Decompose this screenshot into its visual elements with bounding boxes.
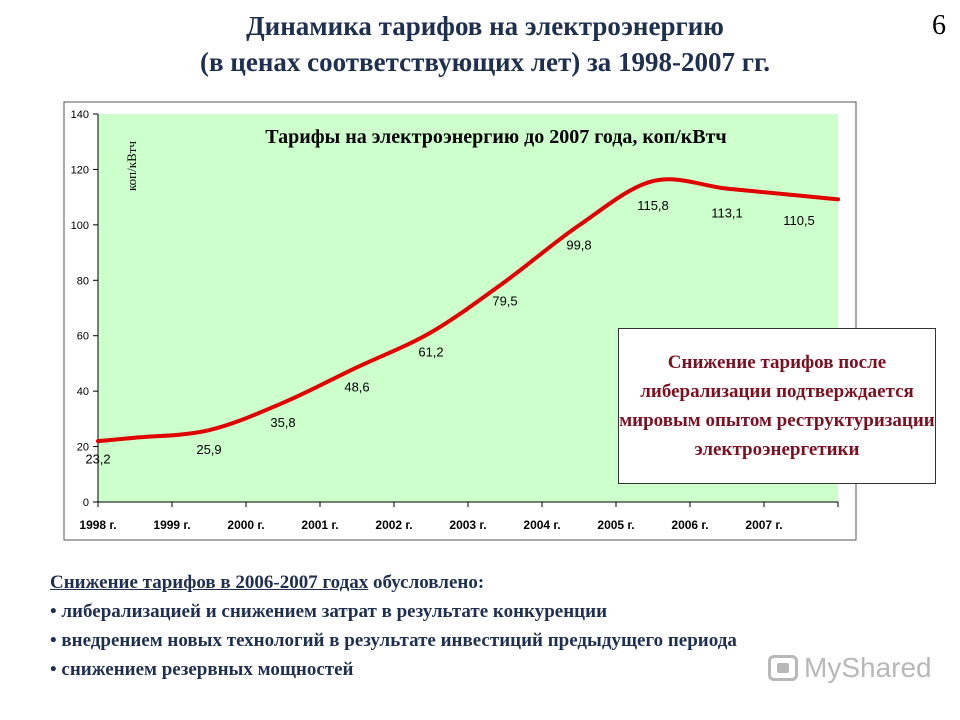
data-label: 48,6	[344, 379, 369, 394]
y-tick-label: 0	[83, 497, 89, 509]
y-tick-label: 120	[71, 164, 89, 176]
data-label: 113,1	[711, 206, 743, 221]
notes-item: • снижением резервных мощностей	[50, 659, 354, 680]
x-tick-label: 2004 г.	[523, 518, 560, 532]
y-tick-label: 100	[71, 220, 89, 232]
projector-screen-icon	[768, 655, 798, 681]
notes-heading-rest: обусловлено:	[368, 572, 485, 593]
y-axis-label: коп/кВтч	[124, 141, 139, 191]
data-label: 23,2	[85, 452, 110, 467]
y-tick-label: 20	[77, 442, 89, 454]
notes-heading-underlined: Снижение тарифов в 2006-2007 годах	[50, 572, 369, 593]
y-tick-label: 60	[77, 331, 89, 343]
data-label: 110,5	[783, 213, 815, 228]
y-axis-ticks: 0 20 40 60 80 100 120 140	[71, 109, 98, 509]
x-axis-ticks: 1998 г. 1999 г. 2000 г. 2001 г. 2002 г. 2003 …	[79, 502, 839, 532]
y-tick-label: 80	[77, 275, 89, 287]
data-label: 25,9	[196, 442, 221, 457]
x-tick-label: 2002 г.	[375, 518, 412, 532]
x-tick-label: 1998 г.	[79, 518, 116, 532]
x-tick-label: 2007 г.	[745, 518, 782, 532]
tariff-series-line	[96, 177, 840, 444]
watermark: MyShared	[768, 652, 932, 684]
data-label: 35,8	[270, 415, 295, 430]
slide-title: Динамика тарифов на электроэнергию (в це…	[120, 8, 850, 80]
x-tick-label: 2001 г.	[301, 518, 338, 532]
notes-item: • либерализацией и снижением затрат в ре…	[50, 601, 608, 622]
callout-text: Снижение тарифов после либерализации под…	[619, 352, 935, 460]
x-tick-label: 2003 г.	[449, 518, 486, 532]
data-label: 99,8	[566, 237, 591, 252]
slide-title-line1: Динамика тарифов на электроэнергию	[246, 11, 724, 41]
slide-title-line2: (в ценах соответствующих лет) за 1998-20…	[199, 47, 771, 77]
data-label: 79,5	[492, 294, 517, 309]
x-tick-label: 2000 г.	[227, 518, 264, 532]
liberalization-callout: Снижение тарифов после либерализации под…	[618, 328, 936, 484]
x-tick-label: 2006 г.	[671, 518, 708, 532]
data-label: 115,8	[637, 198, 669, 213]
x-tick-label: 2005 г.	[597, 518, 634, 532]
page-number: 6	[932, 10, 946, 41]
data-labels: 23,2 25,9 35,8 48,6 61,2 79,5 99,8 115,8 113,1 11…	[85, 198, 814, 467]
chart-title: Тарифы на электроэнергию до 2007 года, к…	[265, 126, 726, 148]
notes-item: • внедрением новых технологий в результа…	[50, 630, 737, 651]
data-label: 61,2	[418, 344, 443, 359]
watermark-text: MyShared	[804, 652, 932, 683]
y-tick-label: 140	[71, 109, 89, 121]
x-tick-label: 1999 г.	[153, 518, 190, 532]
y-tick-label: 40	[77, 386, 89, 398]
notes-block: Снижение тарифов в 2006-2007 годах обусл…	[50, 568, 930, 684]
notes-heading: Снижение тарифов в 2006-2007 годах обусл…	[50, 568, 930, 597]
